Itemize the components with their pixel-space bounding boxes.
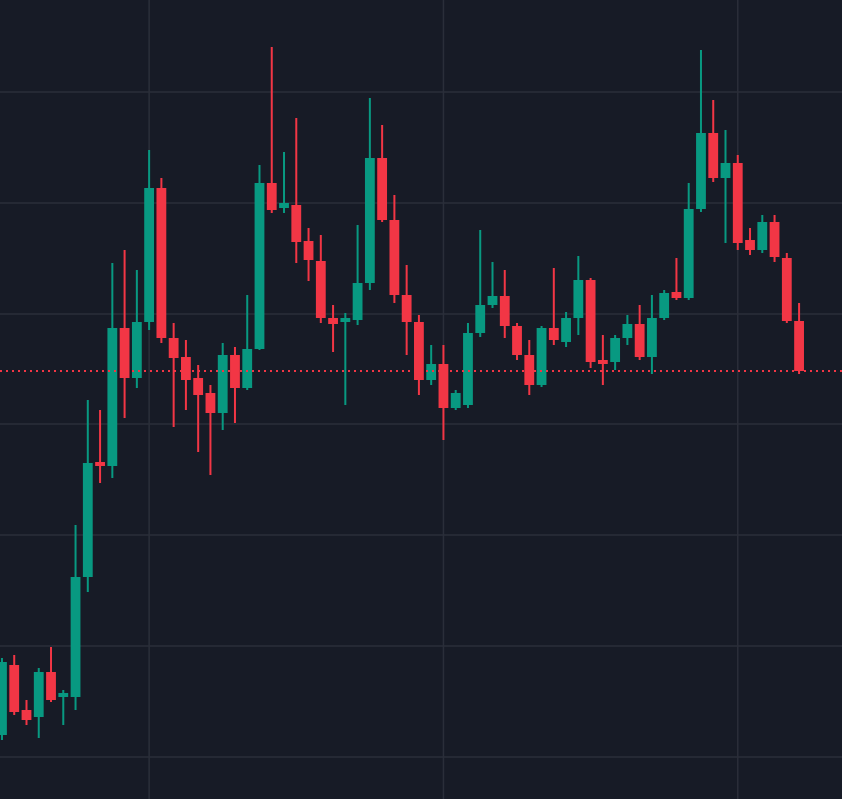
candle-body [659,293,670,318]
candle-body [352,283,363,320]
candle-body [119,328,130,378]
candle-body [610,338,621,362]
candle-body [131,322,142,378]
candle-body [144,188,155,322]
candle-body [647,318,657,357]
candle-body [769,222,780,257]
candle-body [46,672,56,700]
candle-body [33,672,44,717]
candle-body [21,710,32,720]
candle-body [463,333,473,405]
candle-body [536,328,547,385]
candle-body [512,326,522,355]
candle-body [414,322,424,380]
candle-body [438,364,449,408]
candle-body [254,183,265,349]
candle-body [315,261,326,318]
candle-body [671,292,682,298]
candle-body [156,188,167,338]
candle-body [303,241,314,260]
candle-body [70,577,81,697]
candle-body [585,280,596,362]
candle-body [499,296,510,326]
candle-body [377,158,388,220]
candle-body [708,133,719,178]
candle-body [217,355,228,413]
candle-body [732,163,743,243]
candle-body [279,203,289,208]
candle-body [561,318,571,342]
candle-body [781,258,792,321]
candle-body [548,328,559,340]
candle-body [757,222,768,250]
candle-body [266,183,277,210]
candle-body [107,328,118,466]
candle-body [0,662,7,735]
candle-body [291,205,302,242]
candle-body [328,318,338,324]
candle-body [401,295,412,322]
candle-body [168,338,179,358]
candle-body [205,393,216,413]
candle-body [573,280,584,318]
candle-body [340,318,351,322]
candle-body [794,321,804,371]
candle-body [9,665,20,712]
candle-body [622,324,633,338]
candle-body [58,693,69,697]
candle-body [487,296,498,305]
candle-body [181,357,191,380]
candle-body [82,463,93,577]
candle-body [720,163,731,178]
candle-body [683,209,694,298]
candle-body [426,364,437,380]
candle-body [364,158,375,283]
candle-body [475,305,486,333]
candle-body [95,462,105,466]
candle-body [450,393,461,408]
candle-body [242,349,253,388]
candle-body [634,324,645,357]
candle-body [193,378,204,395]
candle-body [745,240,755,250]
candle-body [389,220,400,295]
candle-body [597,360,608,364]
candle-body [696,133,706,209]
